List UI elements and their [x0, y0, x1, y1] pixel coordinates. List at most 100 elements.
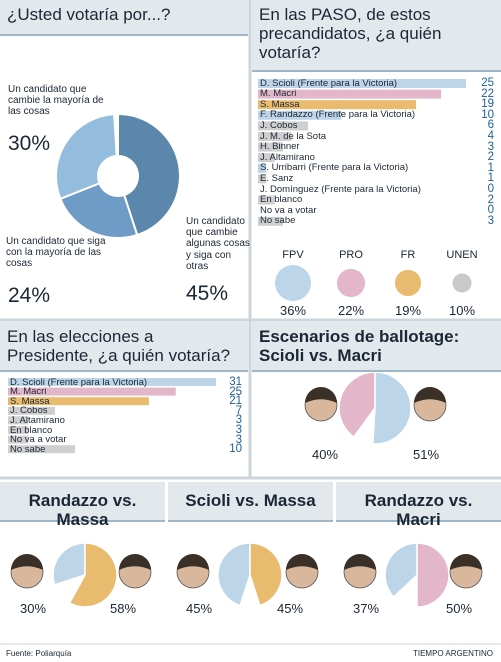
hair: [344, 554, 376, 570]
bar: [8, 445, 76, 454]
value-label: 45%: [186, 282, 229, 305]
category-label: J. Cobos: [10, 405, 48, 417]
value-label: 36%: [279, 303, 307, 318]
value-label: 22: [481, 87, 494, 100]
category-label: No va a votar: [10, 434, 67, 446]
donut-slice: [59, 182, 139, 239]
value-label: 10: [481, 108, 494, 121]
section-header: En las elecciones a Presidente, ¿a quién…: [0, 322, 248, 372]
hair: [119, 554, 151, 570]
category-label: No sabe: [10, 443, 46, 455]
value-label: 3: [487, 140, 494, 153]
category-label: FR: [400, 249, 416, 261]
value-label: 6: [487, 119, 494, 132]
value-label: 21: [229, 395, 242, 408]
value-label: 58%: [110, 601, 137, 616]
pie-slice: [249, 542, 283, 607]
bar: [258, 121, 308, 131]
pie-slice: [371, 371, 412, 445]
bar: [8, 426, 29, 434]
hair: [177, 554, 209, 570]
hair: [305, 387, 337, 403]
category-label: No sabe: [260, 215, 296, 227]
value-label: 45%: [186, 601, 213, 616]
value-label: 45%: [277, 601, 304, 616]
bar: [258, 100, 417, 110]
brand: TIEMPO ARGENTINO: [412, 649, 493, 658]
bubble: [336, 268, 366, 298]
category-label: J. Altamirano: [260, 151, 315, 163]
category-label: FPV: [282, 249, 304, 261]
category-label: F. Randazzo (Frente para la Victoria): [260, 109, 416, 121]
category-label: No va a votar: [260, 204, 317, 216]
value-label: 3: [235, 433, 242, 446]
section-header: Escenarios de ballotage: Scioli vs. Macr…: [252, 322, 501, 372]
value-label: 2: [487, 193, 494, 206]
category-label: J. M. de la Sota: [260, 130, 327, 142]
bubble: [275, 265, 311, 301]
section-header: Randazzo vs. Massa: [0, 482, 165, 529]
value-label: 7: [235, 404, 242, 417]
donut-slice: [117, 112, 181, 237]
category-label: E. Sanz: [260, 172, 294, 184]
value-label: 30%: [8, 132, 51, 155]
value-label: 50%: [446, 601, 473, 616]
category-label: M. Macri: [260, 88, 297, 100]
hair: [450, 554, 482, 570]
bubble: [394, 269, 422, 297]
value-label: 19%: [394, 303, 422, 318]
bar: [258, 163, 267, 173]
value-label: 3: [487, 214, 494, 227]
category-label: En blanco: [10, 424, 53, 436]
value-label: 3: [235, 424, 242, 436]
bar: [258, 216, 283, 226]
category-label: J. Altamirano: [10, 414, 65, 426]
bar: [258, 153, 275, 163]
category-label: M. Macri: [10, 386, 47, 398]
bar: [258, 132, 292, 141]
category-label: J. Domínguez (Frente para la Victoria): [260, 183, 421, 195]
hair: [414, 387, 446, 403]
category-label: H. Binner: [260, 141, 300, 153]
value-label: 10%: [448, 303, 476, 318]
value-label: 1: [487, 161, 494, 174]
section-header: Randazzo vs. Macri: [336, 482, 501, 529]
source: Fuente: Poliarquía: [6, 649, 72, 658]
chart-title: Randazzo vs. Macri: [364, 491, 473, 530]
chart-title: Randazzo vs. Massa: [28, 491, 137, 530]
bubble: [452, 273, 472, 293]
bar: [8, 406, 55, 415]
section-header: Scioli vs. Massa: [168, 482, 333, 522]
category-label: Un candidato que cambie la mayoría de la…: [8, 84, 104, 118]
donut-slice: [55, 113, 118, 201]
chart-title: En las PASO, de estos precandidatos, ¿a …: [259, 5, 442, 63]
bar: [258, 195, 275, 205]
bar: [8, 435, 29, 444]
value-label: 24%: [8, 284, 51, 307]
pie-slice: [52, 542, 86, 586]
value-label: 22%: [337, 303, 365, 318]
value-label: 1: [487, 172, 494, 185]
pie-slice: [68, 542, 118, 608]
value-label: 30%: [20, 601, 47, 616]
pie-slice: [416, 542, 450, 608]
pie-slice: [217, 542, 251, 607]
category-label: S. Massa: [260, 98, 300, 110]
category-label: J. Cobos: [260, 119, 298, 131]
category-label: S. Urribarri (Frente para la Victoria): [260, 162, 409, 174]
value-label: 0: [487, 183, 494, 195]
value-label: 19: [481, 98, 494, 111]
bar: [258, 142, 283, 152]
bar: [8, 387, 176, 396]
category-label: PRO: [339, 249, 363, 261]
value-label: 25: [481, 77, 494, 89]
chart-title: ¿Usted votaría por...?: [7, 5, 171, 24]
category-label: D. Scioli (Frente para la Victoria): [10, 376, 148, 388]
bar: [258, 174, 267, 184]
pie-slice: [384, 542, 418, 598]
bar: [8, 397, 149, 406]
section-header: En las PASO, de estos precandidatos, ¿a …: [252, 0, 501, 72]
value-label: 2: [487, 151, 494, 164]
value-label: 31: [229, 376, 242, 388]
